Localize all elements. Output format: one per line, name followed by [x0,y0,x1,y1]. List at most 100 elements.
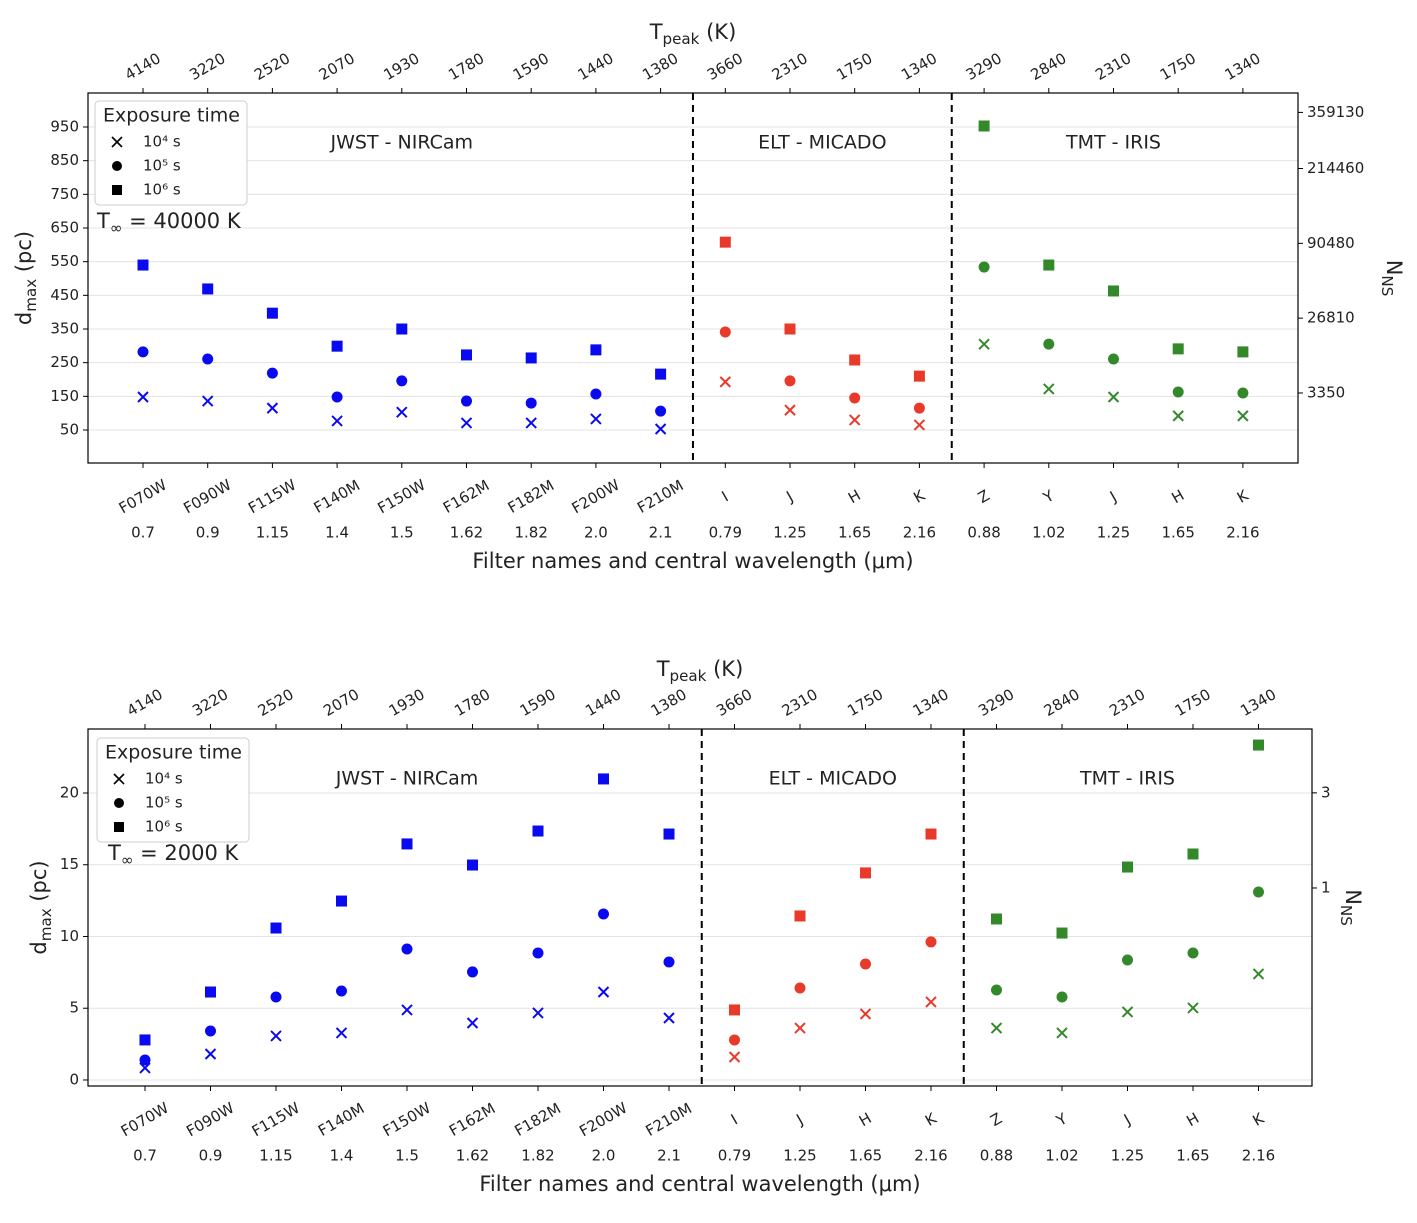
tpeak-label: 2840 [1028,49,1070,84]
marker-square [925,828,937,840]
y2-axis-label-sub: NS [1338,905,1356,926]
filter-label: Z [987,1109,1005,1130]
marker-circle [1108,353,1119,365]
marker-square [913,370,925,382]
marker-square [401,838,413,850]
y-tick-label: 150 [50,387,79,405]
y-axis-label: dmax (pc) [27,860,55,954]
filter-label: F115W [245,476,299,518]
marker-x [204,1048,217,1060]
annotation-sub: ∞ [121,851,134,869]
marker-circle [655,405,667,417]
marker-x [597,986,610,998]
y-tick-label: 850 [50,151,79,169]
marker-x [460,417,473,429]
y2-tick-label: 3350 [1307,383,1345,401]
marker-circle [719,326,731,338]
y-tick-label: 0 [69,1070,79,1088]
marker-x [848,414,861,426]
marker-square [784,323,796,335]
filter-label: H [845,486,864,507]
y2-tick-label: 1 [1321,878,1331,896]
y-tick-label: 50 [60,421,79,439]
filter-label: F150W [380,1099,434,1141]
wavelength-label: 2.16 [1242,1147,1275,1165]
y2-tick-label: 3 [1321,783,1331,801]
y-tick-label: 450 [50,286,79,304]
marker-square [270,922,282,934]
wavelength-label: 0.7 [131,524,155,542]
marker-circle [913,402,925,414]
filter-label: K [1249,1109,1268,1130]
marker-circle [202,353,214,365]
marker-x [1172,410,1184,422]
marker-circle [1237,387,1249,399]
y2-axis-label: NNS [1338,889,1366,926]
y-tick-label: 350 [50,320,79,338]
marker-square [205,986,216,998]
marker-square [1253,739,1264,751]
marker-square [655,368,667,380]
tpeak-label: 1340 [1237,685,1279,720]
marker-square [991,913,1002,925]
wavelength-label: 2.16 [903,524,936,542]
legend-label: 10⁶ s [145,818,183,836]
y-tick-label: 15 [60,855,79,873]
marker-circle [663,956,675,968]
legend-title: Exposure time [103,105,240,127]
wavelength-label: 2.16 [1226,524,1259,542]
marker-x [396,406,408,418]
marker-square [849,354,861,366]
wavelength-label: 1.5 [390,524,414,542]
filter-label: F150W [374,476,428,518]
filter-label: F090W [183,1099,237,1141]
marker-x [784,404,796,416]
filter-label: F115W [249,1099,303,1141]
marker-square [598,773,609,785]
wavelength-label: 2.1 [649,524,673,542]
marker-square [331,340,343,352]
filter-label: J [792,1111,806,1129]
marker-circle [1187,947,1199,959]
tpeak-label: 3220 [186,49,228,84]
marker-square [729,1004,740,1016]
marker-x [335,1027,348,1039]
wavelength-label: 1.25 [783,1147,816,1165]
filter-label: F200W [569,476,623,518]
group-label: JWST - NIRCam [330,132,473,154]
marker-square [396,323,408,335]
annotation-sub: ∞ [110,219,123,237]
marker-x [654,423,667,435]
y-tick-label: 750 [50,185,79,203]
wavelength-label: 2.16 [914,1147,947,1165]
marker-circle [598,908,609,920]
annotation: T∞ = 2000 K [107,841,239,869]
legend-marker [114,822,124,832]
filter-label: J [1120,1111,1134,1129]
marker-x [1252,968,1265,980]
y2-axis-label: NNS [1379,260,1407,297]
tpeak-label: 1590 [510,49,552,84]
wavelength-label: 1.82 [521,1147,554,1165]
marker-x [139,1062,151,1074]
marker-x [1043,383,1055,395]
wavelength-label: 2.0 [584,524,608,542]
tpeak-label: 2840 [1041,685,1083,720]
filter-label: F140M [315,1099,367,1140]
marker-x [1107,391,1120,403]
marker-circle [139,1054,151,1066]
wavelength-label: 0.79 [709,524,742,542]
marker-x [925,996,937,1008]
filter-label: J [1106,488,1120,506]
marker-circle [860,958,871,970]
wavelength-label: 1.15 [259,1147,292,1165]
marker-circle [525,397,537,409]
legend-label: 10⁵ s [143,157,181,175]
tpeak-label: 4140 [124,685,166,720]
legend-label: 10⁴ s [145,770,183,788]
filter-label: H [856,1109,875,1130]
marker-square [1043,259,1055,271]
y2-axis-label-main: N [1382,260,1406,276]
wavelength-label: 1.15 [256,524,289,542]
filter-label: F070W [118,1099,172,1141]
